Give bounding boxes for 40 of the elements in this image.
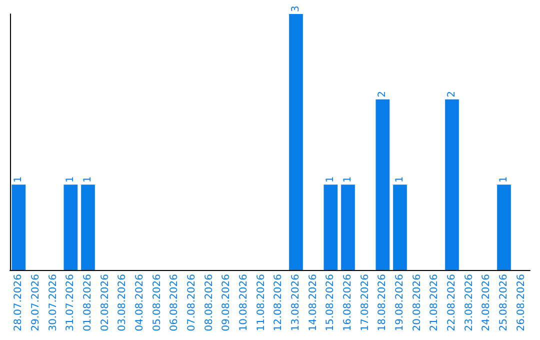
data-label: 1 [325, 176, 336, 183]
x-tick-label: 11.08.2026 [256, 274, 267, 332]
x-tick-label: 23.08.2026 [464, 274, 475, 332]
data-label: 3 [290, 6, 302, 12]
x-tick-label: 08.08.2026 [204, 274, 215, 332]
x-tick-label: 29.07.2026 [30, 274, 42, 332]
data-label: 1 [342, 176, 354, 183]
x-tick-label: 26.08.2026 [516, 274, 527, 332]
data-label: 2 [446, 90, 458, 98]
data-label: 1 [394, 176, 406, 183]
x-tick-label: 06.08.2026 [169, 274, 180, 332]
x-tick-label: 01.08.2026 [82, 274, 94, 332]
x-tick-label: 09.08.2026 [221, 274, 232, 332]
data-label: 1 [13, 176, 24, 183]
x-tick-label: 13.08.2026 [290, 274, 302, 332]
data-label: 1 [82, 176, 94, 183]
x-tick-label: 31.07.2026 [65, 274, 76, 332]
x-tick-label: 14.08.2026 [308, 274, 319, 332]
x-tick-label: 03.08.2026 [117, 274, 128, 332]
x-tick-label: 15.08.2026 [325, 274, 336, 332]
x-tick-label: 22.08.2026 [446, 274, 458, 332]
x-tick-label: 18.08.2026 [377, 274, 388, 332]
x-tick-label: 25.08.2026 [498, 274, 510, 332]
x-tick-label: 07.08.2026 [186, 274, 198, 332]
x-tick-label: 19.08.2026 [394, 274, 406, 332]
x-tick-label: 17.08.2026 [360, 274, 371, 332]
x-tick-label: 04.08.2026 [134, 274, 146, 332]
x-tick-label: 20.08.2026 [412, 274, 423, 332]
x-tick-label: 02.08.2026 [100, 274, 111, 332]
x-tick-label: 21.08.2026 [429, 274, 440, 332]
data-label: 1 [498, 176, 510, 183]
x-tick-label: 24.08.2026 [481, 274, 492, 332]
x-tick-label: 12.08.2026 [273, 274, 284, 332]
data-label: 2 [377, 90, 388, 98]
x-tick-label: 05.08.2026 [152, 274, 163, 332]
x-tick-label: 16.08.2026 [342, 274, 354, 332]
x-tick-label: 10.08.2026 [238, 274, 250, 332]
data-label: 1 [65, 176, 76, 183]
x-tick-label: 28.07.2026 [13, 274, 24, 332]
x-tick-label: 30.07.2026 [48, 274, 59, 332]
